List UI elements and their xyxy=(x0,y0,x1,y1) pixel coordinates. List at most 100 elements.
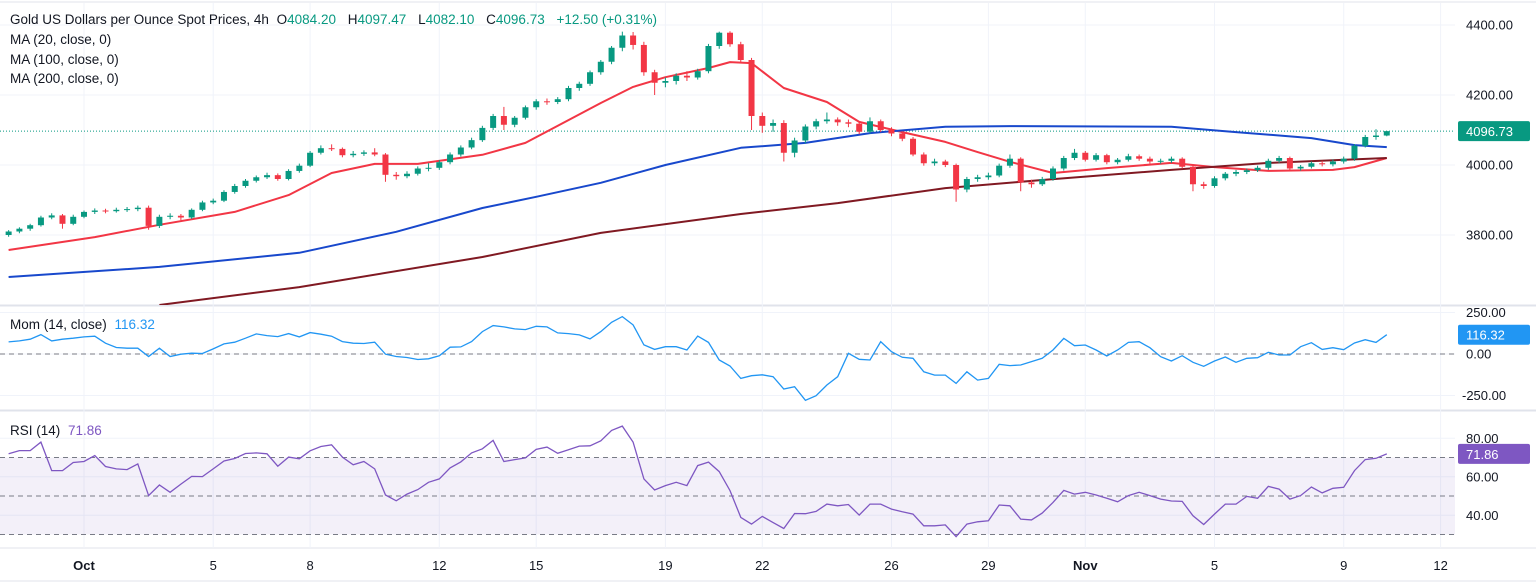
candle-body xyxy=(1297,166,1304,169)
candle-up xyxy=(791,137,798,158)
candle-up xyxy=(1050,166,1056,181)
candle-body xyxy=(253,177,260,181)
candle-up xyxy=(1168,156,1175,163)
rsi-label: RSI (14) xyxy=(10,423,61,438)
candle-body xyxy=(285,170,292,179)
candle-body xyxy=(360,152,367,154)
rsi-tick-label: 60.00 xyxy=(1466,469,1499,484)
candle-body xyxy=(339,148,346,156)
candle-up xyxy=(210,198,217,205)
candle-body xyxy=(70,216,77,224)
candle-up xyxy=(296,163,303,173)
candle-body xyxy=(1362,137,1369,146)
candle-down xyxy=(328,144,335,151)
candle-body xyxy=(317,148,324,153)
momentum-pane[interactable] xyxy=(8,315,1388,402)
candle-body xyxy=(727,32,733,45)
candle-up xyxy=(770,119,777,132)
price-change: +12.50 (+0.31%) xyxy=(556,12,658,27)
candle-body xyxy=(899,133,906,139)
candle-body xyxy=(156,216,163,226)
candle-down xyxy=(780,120,787,162)
candle-body xyxy=(1082,152,1089,160)
candle-up xyxy=(457,145,464,157)
candle-up xyxy=(1362,134,1369,148)
legend-ma20[interactable]: MA (20, close, 0) xyxy=(10,32,112,47)
candle-down xyxy=(500,106,507,130)
ma100-line xyxy=(8,125,1387,278)
candle-down xyxy=(1286,156,1293,171)
candle-body xyxy=(1243,170,1250,172)
candle-down xyxy=(877,119,884,133)
candle-up xyxy=(1211,176,1218,188)
rsi-value: 71.86 xyxy=(68,423,102,438)
candle-body xyxy=(1017,158,1024,183)
candle-up xyxy=(16,227,23,234)
price-pane[interactable] xyxy=(0,31,1455,305)
candle-body xyxy=(490,116,497,128)
candle-up xyxy=(81,210,87,219)
candle-body xyxy=(748,60,755,116)
candle-down xyxy=(274,173,281,181)
candle-down xyxy=(888,127,895,137)
candle-up xyxy=(576,81,583,91)
candle-up xyxy=(662,77,669,88)
candle-down xyxy=(759,112,766,133)
candle-down xyxy=(1319,160,1326,167)
candle-body xyxy=(813,121,820,127)
price-tick-label: 4400.00 xyxy=(1466,18,1513,33)
candle-body xyxy=(640,44,647,73)
candle-down xyxy=(1136,154,1143,161)
candle-body xyxy=(597,61,604,73)
candle-up xyxy=(436,160,443,170)
candle-body xyxy=(1114,159,1121,163)
x-tick-label: Oct xyxy=(73,558,95,573)
momentum-line xyxy=(8,315,1388,402)
candle-down xyxy=(543,98,550,105)
open-value: 4084.20 xyxy=(287,12,336,27)
candle-up xyxy=(823,112,830,124)
candle-body xyxy=(651,72,658,83)
candle-body xyxy=(587,72,594,84)
rsi-pane[interactable] xyxy=(8,425,1388,538)
candle-down xyxy=(727,31,733,47)
candle-body xyxy=(404,173,410,177)
candle-body xyxy=(1200,184,1207,186)
low-label: L xyxy=(418,12,426,27)
candle-body xyxy=(350,153,357,156)
ohlc-open: O4084.20 xyxy=(277,12,340,27)
candle-body xyxy=(931,161,938,164)
x-tick-label: 5 xyxy=(1211,558,1218,573)
candle-body xyxy=(5,231,12,235)
open-label: O xyxy=(276,12,288,27)
x-tick-label: 29 xyxy=(981,558,995,573)
legend-momentum[interactable]: Mom (14, close) 116.32 xyxy=(10,316,159,334)
legend-ma100[interactable]: MA (100, close, 0) xyxy=(10,52,119,67)
candle-down xyxy=(1189,165,1196,192)
candle-body xyxy=(780,123,787,153)
legend-ma200[interactable]: MA (200, close, 0) xyxy=(10,71,119,86)
candle-down xyxy=(1028,179,1035,188)
candle-body xyxy=(1179,158,1186,167)
candle-body xyxy=(1060,158,1067,169)
candle-down xyxy=(942,159,949,168)
candle-body xyxy=(48,215,55,218)
candle-body xyxy=(1308,163,1315,167)
candle-body xyxy=(1211,178,1218,186)
close-label: C xyxy=(486,12,496,27)
candle-up xyxy=(264,172,271,179)
candle-body xyxy=(124,209,131,211)
candle-body xyxy=(27,225,34,229)
candle-body xyxy=(802,126,809,141)
candle-body xyxy=(1286,158,1293,169)
candle-up xyxy=(350,151,357,158)
candle-body xyxy=(91,210,98,212)
momentum-label: Mom (14, close) xyxy=(10,317,107,332)
candle-body xyxy=(1168,158,1175,161)
candle-body xyxy=(845,122,852,124)
legend-rsi[interactable]: RSI (14) 71.86 xyxy=(10,422,106,440)
candle-up xyxy=(1276,155,1283,163)
candle-up xyxy=(242,179,249,188)
candle-up xyxy=(404,171,410,179)
